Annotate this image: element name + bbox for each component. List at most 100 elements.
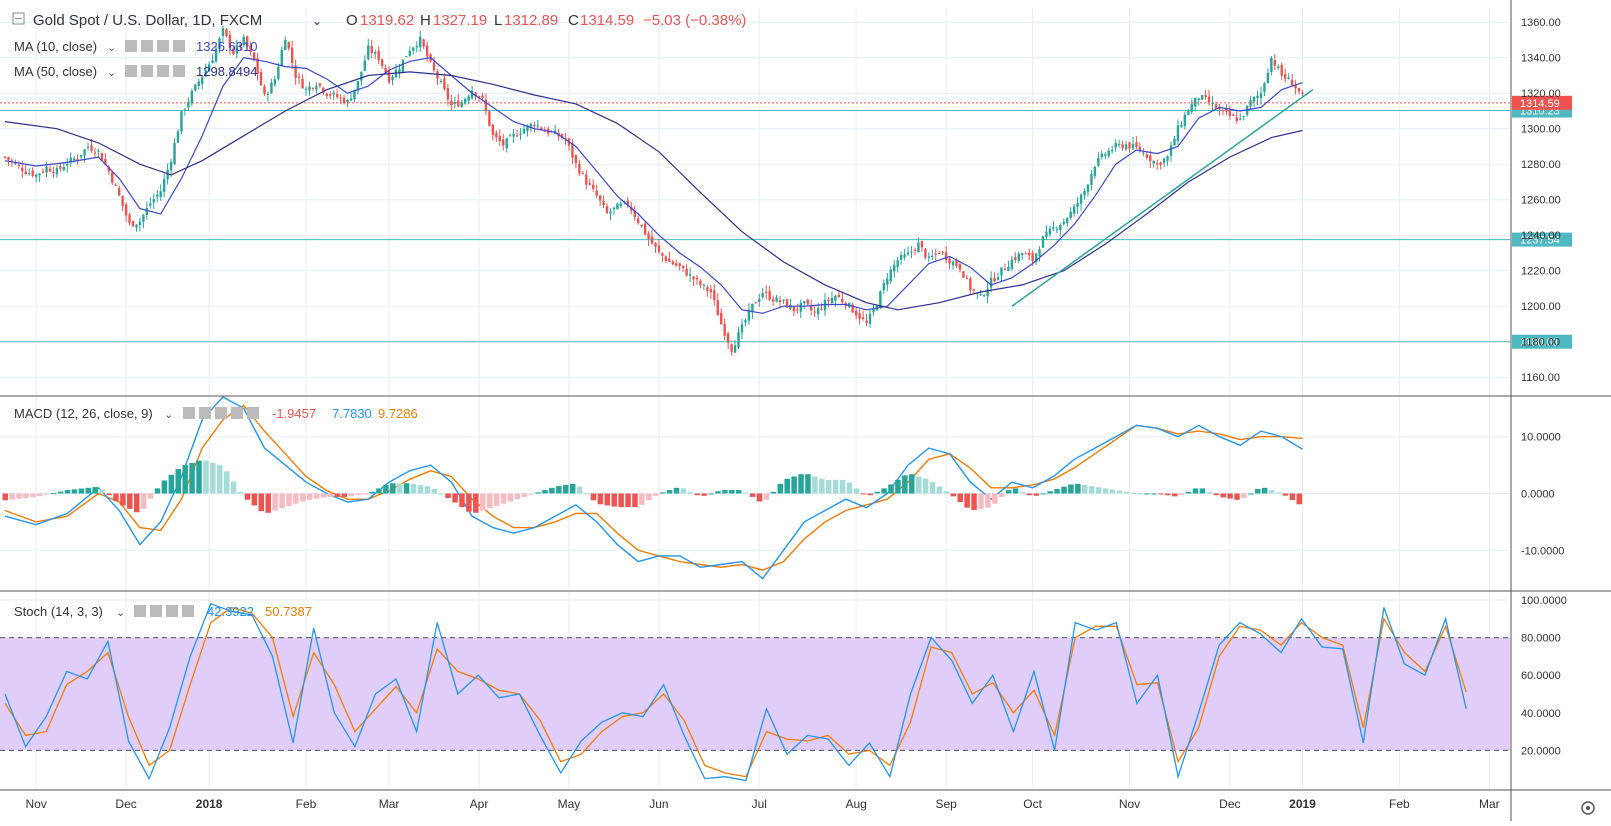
candle-body — [1055, 228, 1059, 230]
macd-controls[interactable] — [183, 407, 259, 419]
candle-body — [806, 299, 809, 305]
candle-body — [709, 289, 713, 293]
plus-icon[interactable] — [231, 407, 243, 419]
candle-body — [69, 157, 72, 163]
macd-histogram-bar — [971, 493, 977, 510]
stoch-label[interactable]: Stoch (14, 3, 3) — [14, 604, 103, 619]
macd-histogram-bar — [272, 493, 278, 511]
close-icon[interactable] — [173, 65, 185, 77]
candle-body — [162, 179, 166, 192]
symbol-title[interactable]: Gold Spot / U.S. Dollar, 1D, FXCM — [33, 12, 262, 29]
macd-histogram-bar — [1068, 484, 1074, 494]
time-axis[interactable]: Nov Dec 2018 Feb Mar Apr May Jun Jul Aug Sep Oct Nov… — [25, 797, 1499, 811]
eye-icon[interactable] — [125, 65, 137, 77]
macd-histogram-bar — [507, 493, 514, 502]
macd-histogram-bar — [687, 491, 694, 494]
macd-histogram-bar — [279, 493, 285, 509]
eye-icon[interactable] — [125, 40, 137, 52]
macd-histogram-bar — [1005, 490, 1012, 494]
close-icon[interactable] — [182, 605, 194, 617]
settings-gear[interactable] — [1581, 801, 1595, 815]
c-label: C — [568, 12, 579, 29]
candle-body — [1155, 163, 1159, 165]
candle-body — [1232, 114, 1235, 116]
macd-histogram-bar — [535, 492, 541, 494]
candle-body — [1017, 253, 1020, 261]
macd-histogram-bar — [1019, 491, 1026, 494]
close-icon[interactable] — [247, 407, 259, 419]
macd-label[interactable]: MACD (12, 26, close, 9) — [14, 406, 153, 421]
macd-histogram-bar — [2, 493, 8, 501]
candle-body — [809, 305, 813, 311]
chevron-down-icon[interactable]: ⌄ — [107, 42, 116, 54]
gear-icon[interactable] — [141, 65, 153, 77]
stoch-tick-label: 80.0000 — [1521, 633, 1561, 645]
h-label: H — [420, 12, 431, 29]
collapse-icon[interactable] — [12, 12, 25, 25]
candle-body — [588, 183, 591, 185]
gear-icon[interactable] — [199, 407, 211, 419]
candle-body — [62, 167, 66, 171]
ma10-controls[interactable] — [125, 40, 185, 52]
plus-icon[interactable] — [157, 65, 169, 77]
eye-icon[interactable] — [134, 605, 146, 617]
candle-body — [38, 173, 41, 176]
candle-body — [661, 253, 664, 256]
plus-icon[interactable] — [166, 605, 178, 617]
chevron-down-icon[interactable]: ⌄ — [164, 409, 173, 421]
candle-body — [789, 305, 792, 309]
macd-histogram-bar — [902, 475, 908, 494]
gear-icon[interactable] — [141, 40, 153, 52]
candle-body — [958, 264, 962, 270]
candle-body — [73, 158, 76, 161]
stoch-legend[interactable]: Stoch (14, 3, 3) ⌄ 42.3922 50.7387 — [14, 604, 312, 619]
macd-histogram-bar — [929, 482, 936, 494]
ma10-label[interactable]: MA (10, close) — [14, 39, 97, 54]
ma50-label[interactable]: MA (50, close) — [14, 64, 97, 79]
ma10-legend[interactable]: MA (10, close) ⌄ 1326.6310 — [14, 39, 257, 54]
candle-body — [59, 166, 62, 169]
candle-body — [1024, 253, 1027, 255]
macd-histogram-bar — [452, 493, 458, 503]
candle-body — [249, 45, 252, 52]
candle-body — [1249, 100, 1252, 107]
candle-body — [79, 155, 83, 157]
macd-histogram-bar — [431, 488, 438, 494]
macd-tick-label: 10.0000 — [1521, 432, 1561, 444]
candle-body — [225, 28, 228, 37]
candle-body — [619, 203, 623, 206]
chevron-down-icon[interactable]: ⌄ — [116, 607, 125, 619]
candle-body — [315, 85, 318, 90]
price-axis[interactable]: 1360.00 1340.00 1320.00 1300.00 1280.00 1260.… — [1521, 17, 1567, 757]
chevron-down-icon[interactable]: ⌄ — [107, 67, 116, 79]
gear-icon[interactable] — [150, 605, 162, 617]
candle-body — [688, 274, 692, 276]
plus-icon[interactable] — [157, 40, 169, 52]
macd-histogram-bar — [182, 465, 188, 494]
candle-body — [972, 289, 975, 291]
braces-icon[interactable] — [215, 407, 227, 419]
ma50-legend[interactable]: MA (50, close) ⌄ 1298.8494 — [14, 64, 257, 79]
candle-body — [131, 221, 135, 227]
macd-histogram-bar — [1061, 486, 1067, 494]
candle-body — [467, 96, 470, 101]
macd-histogram-bar — [410, 483, 417, 494]
eye-icon[interactable] — [183, 407, 195, 419]
close-icon[interactable] — [173, 40, 185, 52]
candle-body — [484, 99, 488, 112]
candle-body — [609, 211, 612, 214]
stoch-controls[interactable] — [134, 605, 194, 617]
header-legend: Gold Spot / U.S. Dollar, 1D, FXCM ⌄ O 13… — [12, 12, 746, 29]
macd-histogram-bar — [992, 493, 998, 504]
macd-histogram-bar — [867, 493, 873, 496]
chevron-down-icon[interactable]: ⌄ — [312, 14, 322, 28]
macd-legend[interactable]: MACD (12, 26, close, 9) ⌄ -1.9457 7.7830… — [14, 406, 418, 421]
macd-histogram-bar — [210, 462, 216, 494]
gear-icon[interactable] — [1581, 801, 1595, 815]
candle-body — [834, 295, 837, 301]
ma50-controls[interactable] — [125, 65, 185, 77]
candle-body — [450, 100, 453, 106]
